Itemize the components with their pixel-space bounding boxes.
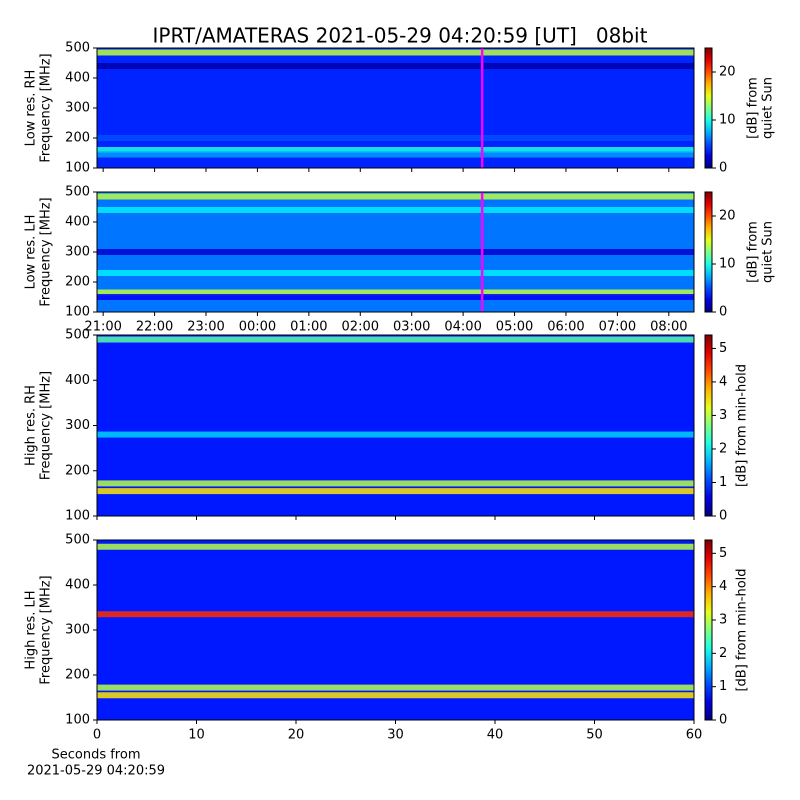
emission-band: [97, 151, 694, 158]
colorbar-tick-label: 2: [719, 646, 727, 661]
figure-title: IPRT/AMATERAS 2021-05-29 04:20:59 [UT] 0…: [153, 24, 648, 48]
colorbar: [704, 334, 713, 517]
y-tick-label: 500: [65, 41, 90, 56]
emission-band: [97, 336, 694, 343]
emission-band: [97, 49, 694, 56]
y-tick-label: 200: [65, 668, 90, 683]
emission-band: [97, 207, 694, 213]
colorbar: [704, 191, 713, 313]
emission-band: [97, 294, 694, 300]
y-tick-label: 100: [65, 161, 90, 176]
x-tick-label: 40: [487, 728, 504, 743]
y-tick-label: 100: [65, 509, 90, 524]
x-tick-label: 06:00: [547, 320, 584, 335]
colorbar-tick-label: 20: [719, 209, 736, 224]
x-tick-label: 0: [93, 728, 101, 743]
emission-band: [97, 249, 694, 255]
colorbar: [704, 47, 713, 169]
colorbar-tick-label: 5: [719, 341, 727, 356]
y-tick-label: 500: [65, 533, 90, 548]
y-axis-label: Frequency [MHz]: [39, 371, 54, 480]
y-axis-label: Frequency [MHz]: [39, 53, 54, 162]
x-tick-label: 50: [586, 728, 603, 743]
y-axis-label: Low res. LH: [24, 215, 39, 290]
x-tick-label: 20: [288, 728, 305, 743]
colorbar-tick-label: 0: [719, 713, 727, 728]
emission-band: [97, 135, 694, 141]
x-tick-label: 05:00: [496, 320, 533, 335]
x-axis-label: 2021-05-29 04:20:59: [27, 764, 165, 779]
x-tick-label: 08:00: [650, 320, 687, 335]
x-axis-label: Seconds from: [51, 748, 140, 763]
emission-band: [97, 684, 694, 691]
y-axis-label: High res. RH: [24, 385, 39, 466]
colorbar-label: [dB] from min-hold: [735, 568, 750, 691]
emission-band: [97, 147, 694, 153]
x-tick-label: 03:00: [393, 320, 430, 335]
colorbar-tick-label: 1: [719, 475, 727, 490]
colorbar-tick-label: 3: [719, 408, 727, 423]
colorbar-tick-label: 2: [719, 441, 727, 456]
colorbar-label: [dB] from min-hold: [735, 364, 750, 487]
colorbar-label: quiet Sun: [761, 77, 776, 139]
y-tick-label: 200: [65, 463, 90, 478]
emission-band: [97, 611, 694, 618]
emission-band: [97, 488, 694, 495]
colorbar-tick-label: 0: [719, 305, 727, 320]
x-tick-label: 07:00: [599, 320, 636, 335]
y-tick-label: 300: [65, 418, 90, 433]
emission-band: [97, 63, 694, 69]
y-tick-label: 100: [65, 305, 90, 320]
colorbar-label: [dB] from: [746, 77, 761, 139]
emission-band: [97, 543, 694, 550]
colorbar-tick-label: 10: [719, 257, 736, 272]
colorbar-tick-label: 5: [719, 546, 727, 561]
colorbar-tick-label: 3: [719, 613, 727, 628]
colorbar-tick-label: 0: [719, 161, 727, 176]
emission-band: [97, 289, 694, 296]
emission-band: [97, 270, 694, 276]
y-axis-label: Frequency [MHz]: [39, 197, 54, 306]
y-axis-label: Low res. RH: [24, 70, 39, 147]
y-tick-label: 200: [65, 131, 90, 146]
colorbar-tick-label: 4: [719, 374, 727, 389]
colorbar: [704, 539, 713, 721]
x-tick-label: 00:00: [239, 320, 276, 335]
x-tick-label: 10: [188, 728, 205, 743]
colorbar-tick-label: 10: [719, 113, 736, 128]
y-tick-label: 300: [65, 245, 90, 260]
y-tick-label: 400: [65, 373, 90, 388]
x-tick-label: 23:00: [187, 320, 224, 335]
x-tick-label: 30: [387, 728, 404, 743]
colorbar-tick-label: 0: [719, 509, 727, 524]
y-tick-label: 100: [65, 713, 90, 728]
x-tick-label: 60: [686, 728, 703, 743]
y-tick-label: 300: [65, 101, 90, 116]
x-tick-label: 01:00: [290, 320, 327, 335]
x-tick-label: 21:00: [84, 320, 121, 335]
y-tick-label: 200: [65, 275, 90, 290]
colorbar-tick-label: 4: [719, 579, 727, 594]
emission-band: [97, 480, 694, 487]
y-tick-label: 400: [65, 71, 90, 86]
colorbar-label: quiet Sun: [761, 221, 776, 283]
y-tick-label: 500: [65, 185, 90, 200]
emission-band: [97, 692, 694, 699]
y-axis-label: Frequency [MHz]: [39, 575, 54, 684]
x-tick-label: 22:00: [136, 320, 173, 335]
y-tick-label: 400: [65, 215, 90, 230]
y-tick-label: 500: [65, 328, 90, 343]
y-tick-label: 300: [65, 623, 90, 638]
x-tick-label: 02:00: [342, 320, 379, 335]
colorbar-label: [dB] from: [746, 221, 761, 283]
colorbar-tick-label: 20: [719, 65, 736, 80]
x-tick-label: 04:00: [444, 320, 481, 335]
y-axis-label: High res. LH: [24, 590, 39, 669]
emission-band: [97, 193, 694, 200]
colorbar-tick-label: 1: [719, 679, 727, 694]
emission-band: [97, 431, 694, 438]
y-tick-label: 400: [65, 578, 90, 593]
